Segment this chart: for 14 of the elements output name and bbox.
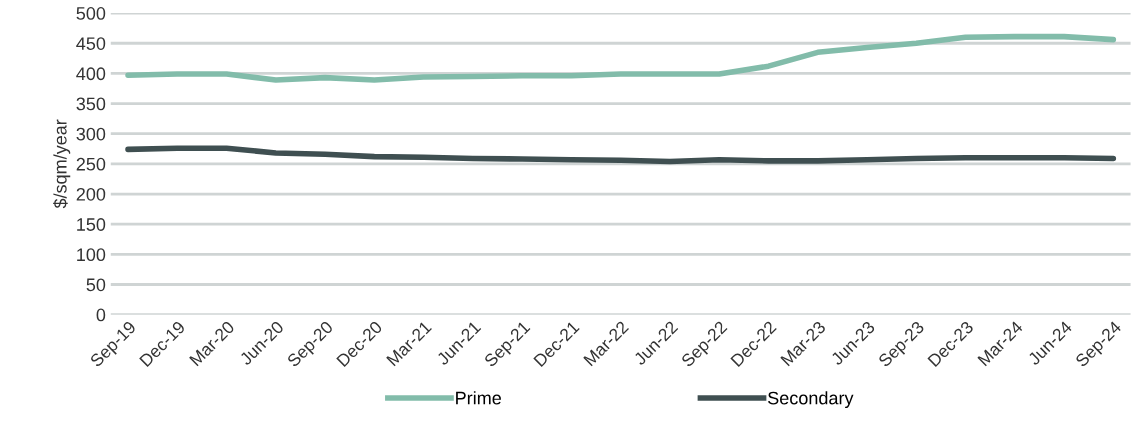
y-tick-label: 150 [77, 218, 106, 231]
y-tick-label: 0 [96, 308, 106, 322]
y-tick-label: 50 [86, 278, 106, 292]
legend-label: Secondary [768, 391, 854, 409]
y-tick-label: 350 [76, 97, 106, 111]
y-tick-label: 500 [76, 7, 106, 20]
legend-label: Prime [456, 391, 501, 405]
y-tick-label: 450 [76, 37, 106, 50]
y-axis-title: $/sqm/year [53, 119, 71, 209]
y-tick-label: 250 [76, 157, 106, 171]
y-tick-label: 300 [76, 127, 106, 141]
y-tick-label: 200 [76, 187, 106, 201]
y-tick-label: 400 [76, 67, 106, 81]
y-tick-label: 100 [77, 248, 106, 262]
